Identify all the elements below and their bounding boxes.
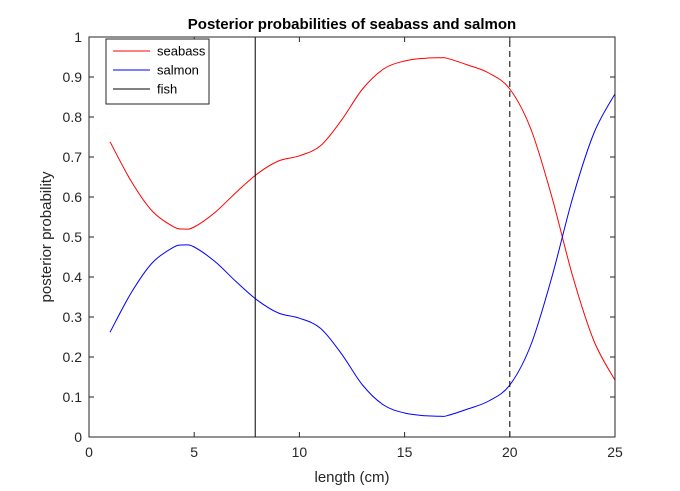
x-tick-label: 5: [190, 444, 198, 460]
x-tick-label: 10: [292, 444, 308, 460]
series-line-seabass: [109, 57, 616, 381]
legend-label-fish: fish: [157, 82, 177, 97]
legend-label-salmon: salmon: [157, 63, 199, 78]
x-tick-label: 20: [502, 444, 518, 460]
series-line-salmon: [109, 93, 616, 417]
y-tick-label: 0.4: [63, 269, 83, 285]
x-axis-label: length (cm): [314, 469, 389, 486]
y-tick-label: 0.9: [63, 69, 83, 85]
y-tick-label: 0.8: [63, 109, 83, 125]
x-tick-label: 25: [607, 444, 623, 460]
y-tick-label: 0.6: [63, 189, 83, 205]
y-tick-label: 0.2: [63, 349, 83, 365]
legend-box: [105, 38, 210, 105]
legend: seabass salmon fish: [105, 38, 210, 105]
y-tick-label: 0.5: [63, 229, 83, 245]
y-axis: 0 0.1 0.2 0.3 0.4 0.5 0.6 0.7 0.8 0.9 1: [63, 29, 615, 445]
x-tick-label: 0: [85, 444, 93, 460]
plot-lines: [109, 37, 616, 437]
y-axis-label: posterior probability: [38, 171, 55, 302]
y-tick-label: 0.7: [63, 149, 83, 165]
y-tick-label: 0.1: [63, 389, 83, 405]
y-tick-label: 0: [74, 429, 82, 445]
y-tick-label: 1: [74, 29, 82, 45]
x-tick-label: 15: [397, 444, 413, 460]
legend-label-seabass: seabass: [157, 44, 206, 59]
chart-title: Posterior probabilities of seabass and s…: [188, 16, 516, 33]
axes-box: [88, 36, 616, 438]
y-tick-label: 0.3: [63, 309, 83, 325]
x-axis: 0 5 10 15 20 25: [85, 37, 623, 460]
